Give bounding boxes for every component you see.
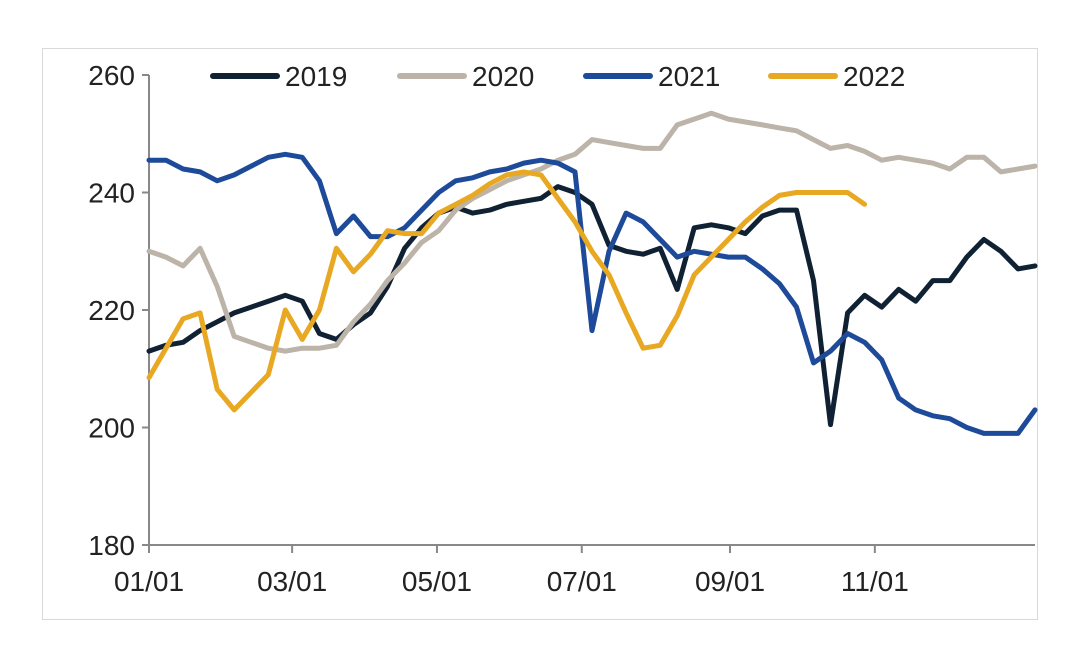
y-tick-label: 260 <box>88 60 135 91</box>
x-tick-label: 03/01 <box>257 566 327 597</box>
x-tick-label: 01/01 <box>114 566 184 597</box>
axes: 180 200 220 240 260 01/01 03/01 05/01 07/01 09/01… <box>88 60 1035 597</box>
legend-label-2022: 2022 <box>843 61 905 92</box>
series-line-2022 <box>146 169 868 413</box>
y-tick-label: 180 <box>88 530 135 561</box>
legend-label-2021: 2021 <box>658 61 720 92</box>
x-tick-label: 05/01 <box>402 566 472 597</box>
chart-frame: 180 200 220 240 260 01/01 03/01 05/01 07/01 09/01… <box>42 48 1038 620</box>
series-line-2021 <box>146 151 1038 436</box>
y-tick-label: 220 <box>88 295 135 326</box>
legend-label-2020: 2020 <box>472 61 534 92</box>
series-line-2019 <box>146 184 1038 428</box>
series-lines <box>146 110 1038 436</box>
x-tick-label: 07/01 <box>547 566 617 597</box>
y-tick-label: 240 <box>88 178 135 209</box>
x-tick-label: 11/01 <box>841 566 909 597</box>
legend-label-2019: 2019 <box>285 61 347 92</box>
line-chart: 180 200 220 240 260 01/01 03/01 05/01 07/01 09/01… <box>88 60 1038 597</box>
legend: 2019 2020 2021 2022 <box>210 61 905 92</box>
y-tick-label: 200 <box>88 413 135 444</box>
series-line-2020 <box>146 110 1038 354</box>
x-tick-label: 09/01 <box>695 566 765 597</box>
